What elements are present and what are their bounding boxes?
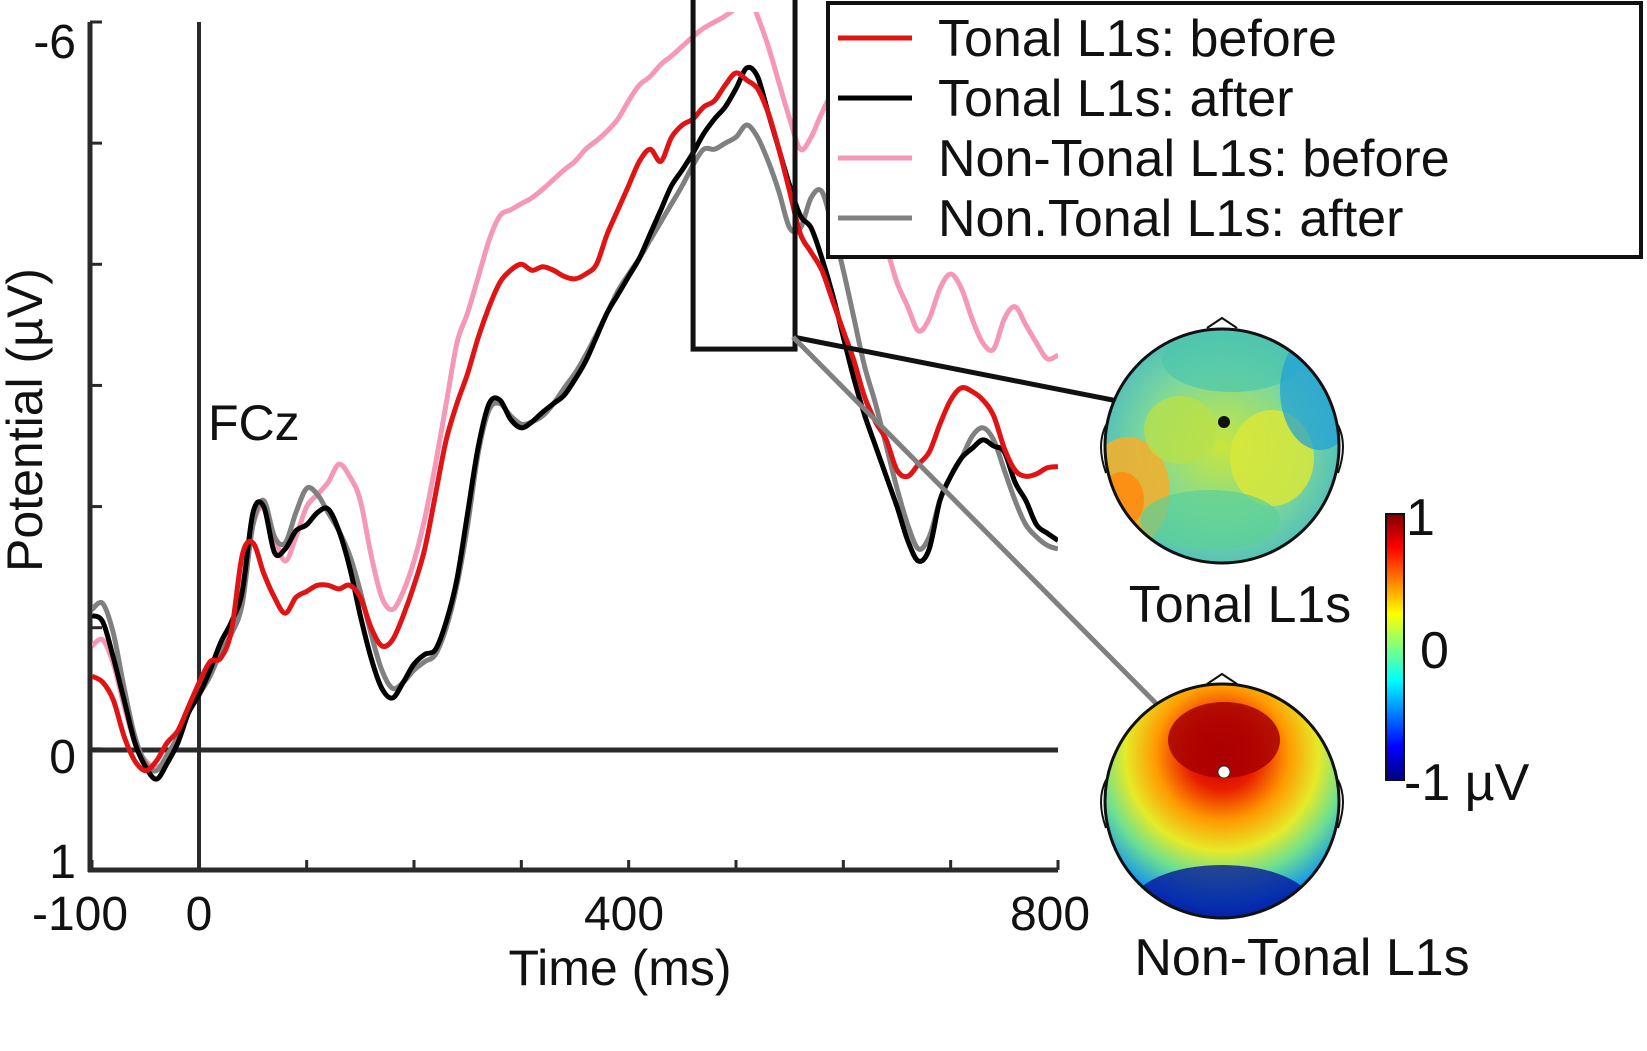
topomap-label-non-tonal: Non-Tonal L1s [1134, 929, 1469, 987]
legend-label: Non.Tonal L1s: after [938, 190, 1403, 248]
colorbar-mid-label: 0 [1420, 622, 1449, 680]
colorbar-strip [1385, 513, 1405, 781]
y-tick-labels: -6 0 1 [33, 16, 76, 889]
nose [1206, 672, 1238, 685]
y-tick-label: 1 [49, 836, 76, 889]
colorbar-min-label: -1 µV [1404, 754, 1530, 812]
plot-axes [87, 20, 1060, 873]
x-tick-marks [90, 860, 1060, 870]
head-outline [1103, 327, 1341, 565]
series-line-tonal-l1s-after [92, 64, 1058, 782]
legend-box [826, 1, 1643, 259]
topomap-non-tonal: Non-Tonal L1s [1100, 672, 1470, 987]
series-line-tonal-l1s-before [92, 70, 1058, 774]
connector-line-non-tonal [791, 335, 1226, 774]
x-tick-label: 0 [186, 888, 213, 941]
x-tick-label: -100 [32, 888, 128, 941]
x-tick-label: 800 [1010, 888, 1090, 941]
y-axis-title: Potential (µV) [0, 268, 53, 572]
colorbar-max-label: 1 [1406, 489, 1435, 547]
head-outline [1103, 682, 1341, 920]
series-lines [92, 12, 1058, 782]
right-ear [1337, 779, 1344, 829]
x-tick-label: 400 [584, 888, 664, 941]
left-ear [1100, 424, 1107, 474]
electrode-marker [1217, 765, 1231, 779]
legend-label: Tonal L1s: before [938, 10, 1337, 68]
x-axis-title: Time (ms) [508, 940, 731, 996]
electrode-marker [1218, 416, 1230, 428]
channel-label: FCz [208, 395, 300, 451]
nose [1206, 316, 1238, 329]
topomap-tonal: Tonal L1s [1100, 316, 1352, 634]
y-tick-marks [90, 20, 102, 872]
right-ear [1337, 424, 1344, 474]
y-tick-label: 0 [49, 731, 76, 784]
left-ear [1100, 779, 1107, 829]
highlight-window [690, 0, 798, 352]
topomap-label-tonal: Tonal L1s [1129, 576, 1352, 634]
x-tick-labels: -100 0 400 800 [32, 888, 1090, 941]
colorbar: 1 0 -1 µV [1385, 489, 1530, 812]
legend-label: Tonal L1s: after [938, 70, 1294, 128]
legend-label: Non-Tonal L1s: before [938, 130, 1450, 188]
y-tick-label: -6 [33, 16, 76, 69]
